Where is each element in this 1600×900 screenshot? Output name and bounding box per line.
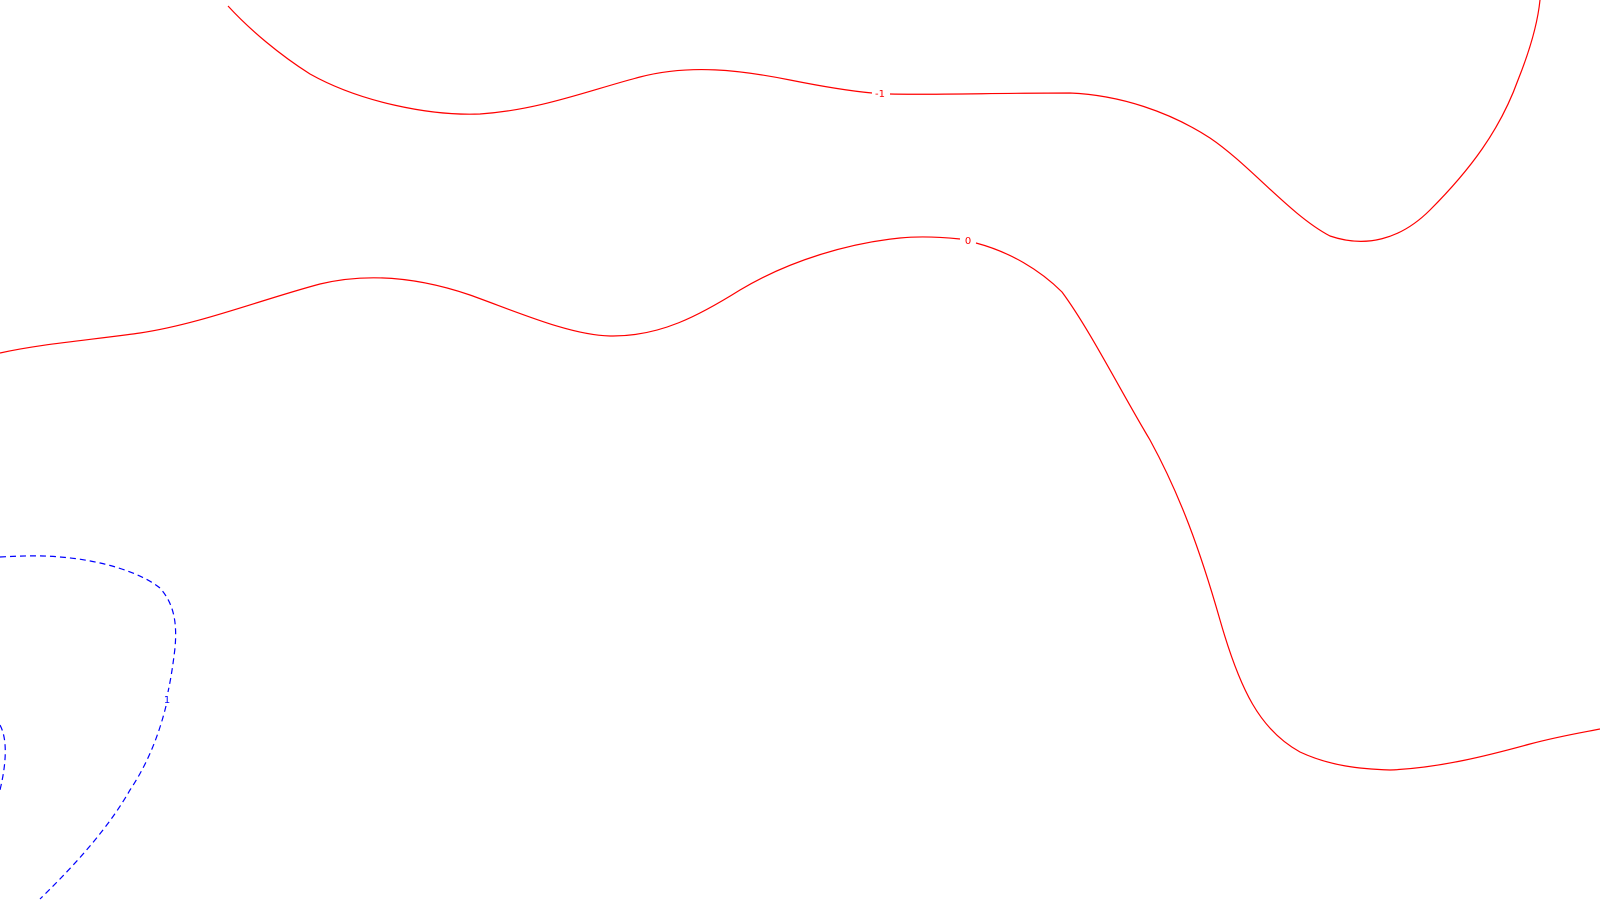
contour-label-minus-1: -1 <box>875 89 885 100</box>
contour-label-1: 1 <box>164 695 170 706</box>
contour-label-0: 0 <box>965 236 971 247</box>
contour-line-0 <box>0 236 1600 771</box>
contour-line-1-edge-fragment <box>0 724 6 791</box>
contour-line-1 <box>0 555 177 900</box>
contour-line-minus-1 <box>227 0 1541 242</box>
